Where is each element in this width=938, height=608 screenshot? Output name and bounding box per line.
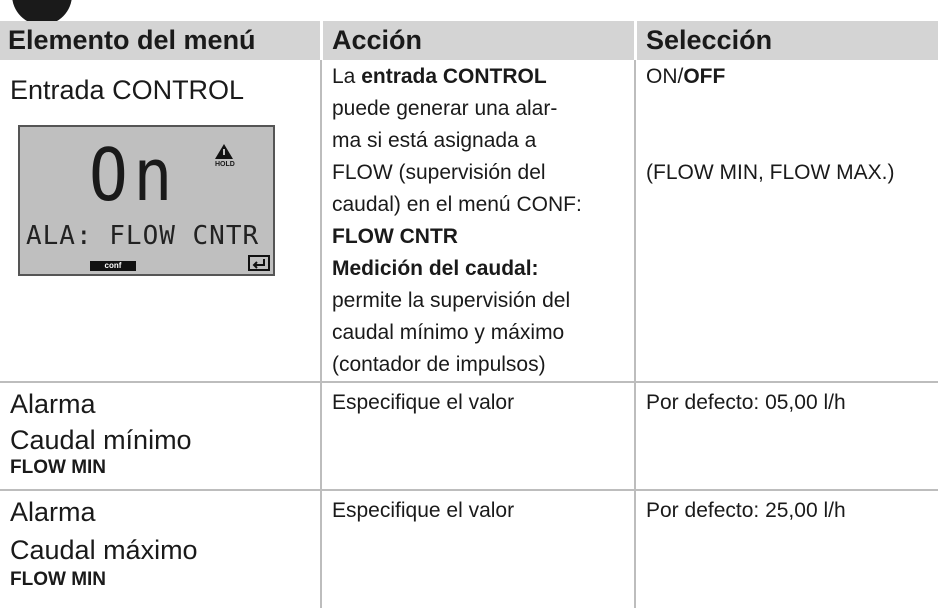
menu-item-code: FLOW MIN xyxy=(10,569,107,590)
lcd-mode: conf xyxy=(90,261,136,271)
action-line: La entrada CONTROL xyxy=(332,61,547,93)
action-line: permite la supervisión del xyxy=(332,289,571,312)
selection-line: (FLOW MIN, FLOW MAX.) xyxy=(646,161,895,184)
menu-item: Entrada CONTROL xyxy=(10,75,245,105)
action-line: Especifique el valor xyxy=(332,391,515,414)
menu-item: Caudal máximo xyxy=(10,535,198,565)
action-line: FLOW CNTR xyxy=(332,225,458,248)
lcd-main: On xyxy=(88,133,178,217)
lcd-icon-label: HOLD xyxy=(215,161,235,168)
column-header: Elemento del menú xyxy=(8,25,256,55)
text: La xyxy=(332,65,362,88)
selection-line: Por defecto: 05,00 l/h xyxy=(646,391,846,414)
hold-icon xyxy=(215,144,233,159)
menu-item-code: FLOW MIN xyxy=(10,457,107,478)
action-line: (contador de impulsos) xyxy=(332,353,546,376)
row-line xyxy=(0,381,938,383)
action-line: Medición del caudal: xyxy=(332,257,539,280)
selection-line: ON/OFF xyxy=(646,61,725,93)
lcd-display: On HOLD ALA: FLOW CNTR conf xyxy=(18,125,275,276)
menu-item: Caudal mínimo xyxy=(10,425,192,455)
action-line: puede generar una alar- xyxy=(332,97,558,120)
menu-item: Alarma xyxy=(10,497,96,527)
lcd-text: ALA: FLOW CNTR xyxy=(26,221,260,251)
divider xyxy=(634,60,636,608)
divider xyxy=(320,21,323,60)
action-line: caudal) en el menú CONF: xyxy=(332,193,582,216)
row-line xyxy=(0,489,938,491)
divider xyxy=(634,21,637,60)
enter-icon xyxy=(248,255,270,271)
column-header: Acción xyxy=(332,25,423,55)
action-line: FLOW (supervisión del xyxy=(332,161,546,184)
text: OFF xyxy=(683,65,726,88)
text: ON/ xyxy=(646,65,684,88)
header-bg xyxy=(0,21,938,60)
action-line: Especifique el valor xyxy=(332,499,515,522)
selection-line: Por defecto: 25,00 l/h xyxy=(646,499,846,522)
action-line: ma si está asignada a xyxy=(332,129,537,152)
menu-item: Alarma xyxy=(10,389,96,419)
divider xyxy=(320,60,322,608)
action-line: caudal mínimo y máximo xyxy=(332,321,565,344)
column-header: Selección xyxy=(646,25,773,55)
text: entrada CONTROL xyxy=(361,65,547,88)
